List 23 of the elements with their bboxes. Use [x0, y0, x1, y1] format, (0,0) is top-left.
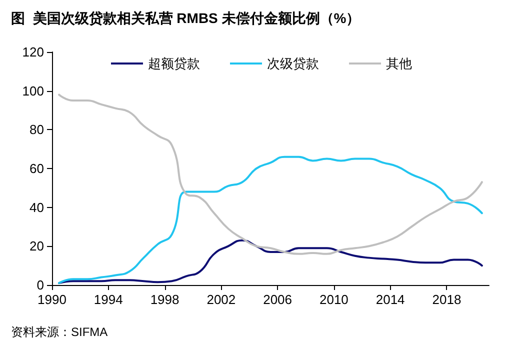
line-series — [58, 94, 483, 255]
chart-title: 图 美国次级贷款相关私营 RMBS 未偿付金额比例（%） — [11, 10, 360, 26]
y-tick-label: 100 — [22, 83, 44, 98]
x-tick-label: 2002 — [206, 292, 236, 307]
text: 资料来源：SIFMA — [11, 325, 108, 339]
legend-label: 次级贷款 — [267, 56, 319, 71]
x-tick-label: 1994 — [94, 292, 123, 307]
x-tick-label: 2010 — [319, 292, 348, 307]
x-tick-label: 2006 — [263, 292, 292, 307]
y-tick-label: 80 — [30, 122, 44, 138]
y-tick-label: 40 — [30, 200, 44, 215]
x-tick-label: 1998 — [150, 292, 180, 307]
line-series — [58, 239, 483, 284]
x-tick-label: 2018 — [432, 292, 462, 307]
y-tick-label: 60 — [30, 161, 44, 176]
line-series — [58, 156, 483, 284]
legend-label: 超额贷款 — [148, 56, 200, 71]
y-tick-label: 120 — [22, 44, 44, 60]
y-tick-label: 0 — [36, 278, 44, 292]
legend-label: 其他 — [386, 56, 412, 71]
x-tick-label: 2014 — [376, 292, 405, 307]
x-tick-label: 1990 — [38, 292, 66, 307]
y-tick-label: 20 — [30, 238, 44, 254]
